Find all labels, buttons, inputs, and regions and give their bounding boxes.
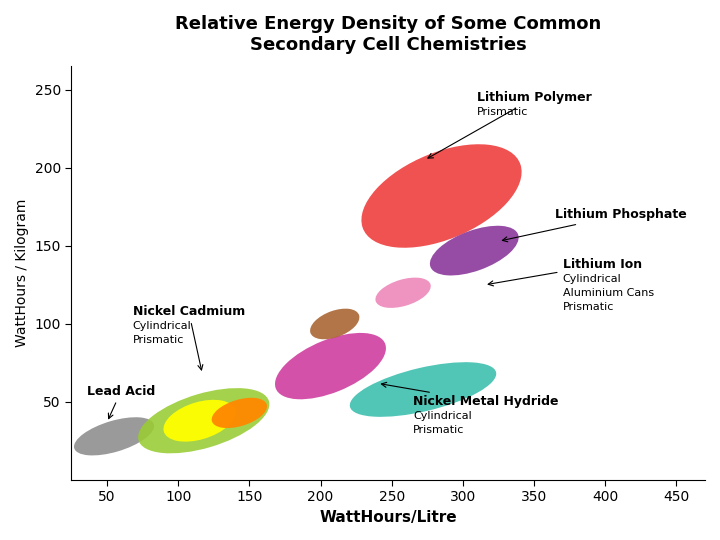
Text: Prismatic: Prismatic <box>132 335 184 345</box>
Ellipse shape <box>74 417 154 455</box>
Text: Cylindrical: Cylindrical <box>413 411 472 421</box>
Ellipse shape <box>430 226 518 275</box>
Ellipse shape <box>163 400 235 442</box>
Text: Nickel Metal Hydride: Nickel Metal Hydride <box>382 382 559 408</box>
Ellipse shape <box>361 144 521 248</box>
X-axis label: WattHours/Litre: WattHours/Litre <box>319 510 457 525</box>
Title: Relative Energy Density of Some Common
Secondary Cell Chemistries: Relative Energy Density of Some Common S… <box>175 15 601 54</box>
Ellipse shape <box>275 333 386 399</box>
Text: Lithium Phosphate: Lithium Phosphate <box>503 208 687 242</box>
Ellipse shape <box>138 388 269 454</box>
Ellipse shape <box>212 398 267 428</box>
Ellipse shape <box>350 362 496 417</box>
Text: Prismatic: Prismatic <box>413 425 464 435</box>
Text: Nickel Cadmium: Nickel Cadmium <box>132 305 245 370</box>
Y-axis label: WattHours / Kilogram: WattHours / Kilogram <box>15 199 29 347</box>
Ellipse shape <box>310 309 359 339</box>
Ellipse shape <box>375 278 431 308</box>
Text: Prismatic: Prismatic <box>477 107 528 117</box>
Text: Cylindrical: Cylindrical <box>132 321 192 330</box>
Text: Lithium Ion: Lithium Ion <box>488 258 642 286</box>
Text: Cylindrical: Cylindrical <box>562 274 621 284</box>
Text: Lead Acid: Lead Acid <box>87 384 156 418</box>
Text: Prismatic: Prismatic <box>562 302 614 312</box>
Text: Lithium Polymer: Lithium Polymer <box>428 91 592 158</box>
Text: Aluminium Cans: Aluminium Cans <box>562 288 654 298</box>
